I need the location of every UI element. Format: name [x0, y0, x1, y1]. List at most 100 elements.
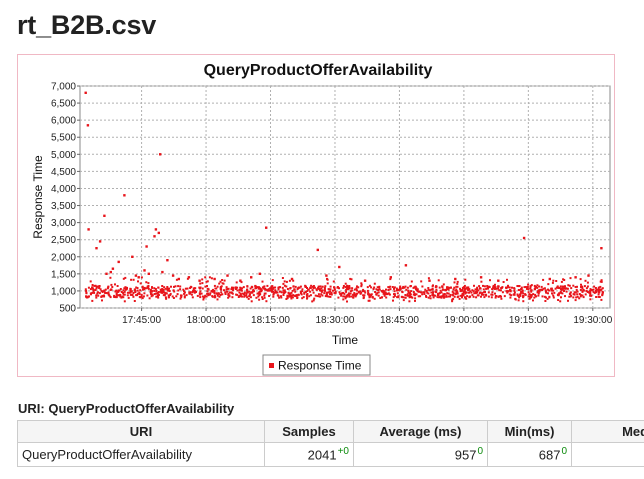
data-point: [277, 286, 280, 289]
y-tick-label: 4,500: [51, 167, 76, 178]
data-point: [326, 282, 329, 285]
data-point: [252, 288, 255, 291]
data-point: [314, 294, 317, 297]
data-point: [317, 293, 320, 296]
data-point: [123, 293, 126, 296]
data-point: [186, 287, 189, 290]
data-point: [289, 287, 292, 290]
data-point: [593, 291, 596, 294]
data-point: [398, 288, 401, 291]
column-header-median[interactable]: Median: [571, 420, 644, 443]
data-point: [290, 277, 294, 281]
data-point: [199, 286, 202, 289]
data-point: [378, 288, 381, 291]
data-point: [87, 228, 90, 231]
data-point: [357, 286, 360, 289]
data-point: [226, 274, 229, 277]
column-header-samples[interactable]: Samples: [264, 420, 354, 443]
data-point: [441, 288, 444, 291]
data-point: [445, 289, 448, 292]
data-point: [163, 286, 166, 289]
data-point: [518, 289, 521, 292]
data-point: [573, 291, 576, 294]
data-point: [452, 292, 455, 295]
data-point: [184, 287, 187, 290]
x-tick-label: 18:15:00: [251, 315, 290, 326]
data-point: [410, 290, 413, 293]
data-point: [312, 291, 315, 294]
data-point: [356, 292, 358, 295]
data-point: [252, 294, 255, 297]
stats-table: URI Samples Average (ms) Min(ms) Median …: [17, 420, 644, 467]
data-point: [537, 289, 540, 292]
y-tick-label: 3,500: [51, 201, 76, 212]
data-point: [479, 276, 483, 279]
data-point: [576, 290, 579, 293]
data-point: [572, 296, 575, 299]
data-point: [323, 288, 326, 291]
data-point: [124, 288, 127, 291]
data-point: [273, 291, 276, 294]
data-point: [134, 274, 138, 277]
data-point: [367, 299, 370, 302]
data-point: [510, 294, 513, 297]
data-point: [137, 276, 140, 279]
data-point: [601, 292, 604, 295]
data-point: [176, 293, 179, 296]
data-point: [305, 294, 308, 297]
legend-box: [262, 354, 371, 376]
y-axis-label: Response Time: [31, 155, 45, 239]
data-point: [137, 280, 139, 283]
data-point: [260, 289, 263, 292]
data-point: [117, 260, 120, 264]
column-header-min[interactable]: Min(ms): [487, 420, 572, 443]
data-point: [312, 299, 315, 302]
data-point: [240, 289, 243, 292]
column-header-average[interactable]: Average (ms): [353, 420, 488, 443]
data-point: [529, 285, 532, 288]
column-header-uri[interactable]: URI: [17, 420, 265, 443]
legend-swatch: [269, 363, 274, 368]
data-point: [530, 296, 533, 299]
data-point: [597, 286, 600, 289]
data-point: [393, 287, 395, 290]
data-point: [141, 285, 144, 288]
data-point: [564, 295, 566, 298]
data-point: [239, 294, 242, 297]
data-point: [126, 294, 129, 297]
data-point: [320, 290, 323, 293]
data-point: [134, 291, 137, 294]
data-point: [219, 288, 222, 291]
data-point: [445, 294, 448, 297]
data-point: [512, 293, 515, 296]
data-point: [469, 290, 472, 293]
data-point: [363, 279, 367, 282]
data-point: [509, 296, 512, 299]
data-point: [271, 288, 273, 291]
data-point: [172, 297, 175, 299]
data-point: [576, 293, 579, 296]
data-point: [376, 286, 379, 289]
data-point: [519, 294, 522, 297]
y-tick-label: 3,000: [51, 218, 76, 229]
data-point: [201, 287, 204, 290]
data-point: [379, 297, 382, 299]
data-point: [165, 297, 168, 300]
data-point: [449, 295, 452, 298]
y-tick-label: 5,500: [51, 133, 76, 144]
data-point: [555, 280, 558, 282]
data-point: [268, 289, 271, 292]
data-point: [226, 288, 229, 290]
data-point: [459, 287, 461, 290]
data-point: [301, 290, 304, 293]
data-point: [323, 292, 326, 295]
data-point: [359, 290, 362, 293]
data-point: [140, 295, 143, 298]
data-point: [373, 286, 376, 289]
x-axis-ticks: 17:45:00 18:00:00 18:15:00 18:30:00 18:45:00…: [122, 308, 613, 326]
data-point: [271, 279, 274, 282]
data-point: [306, 293, 309, 295]
data-point: [569, 277, 572, 280]
data-point: [461, 287, 464, 289]
data-point: [171, 274, 175, 277]
